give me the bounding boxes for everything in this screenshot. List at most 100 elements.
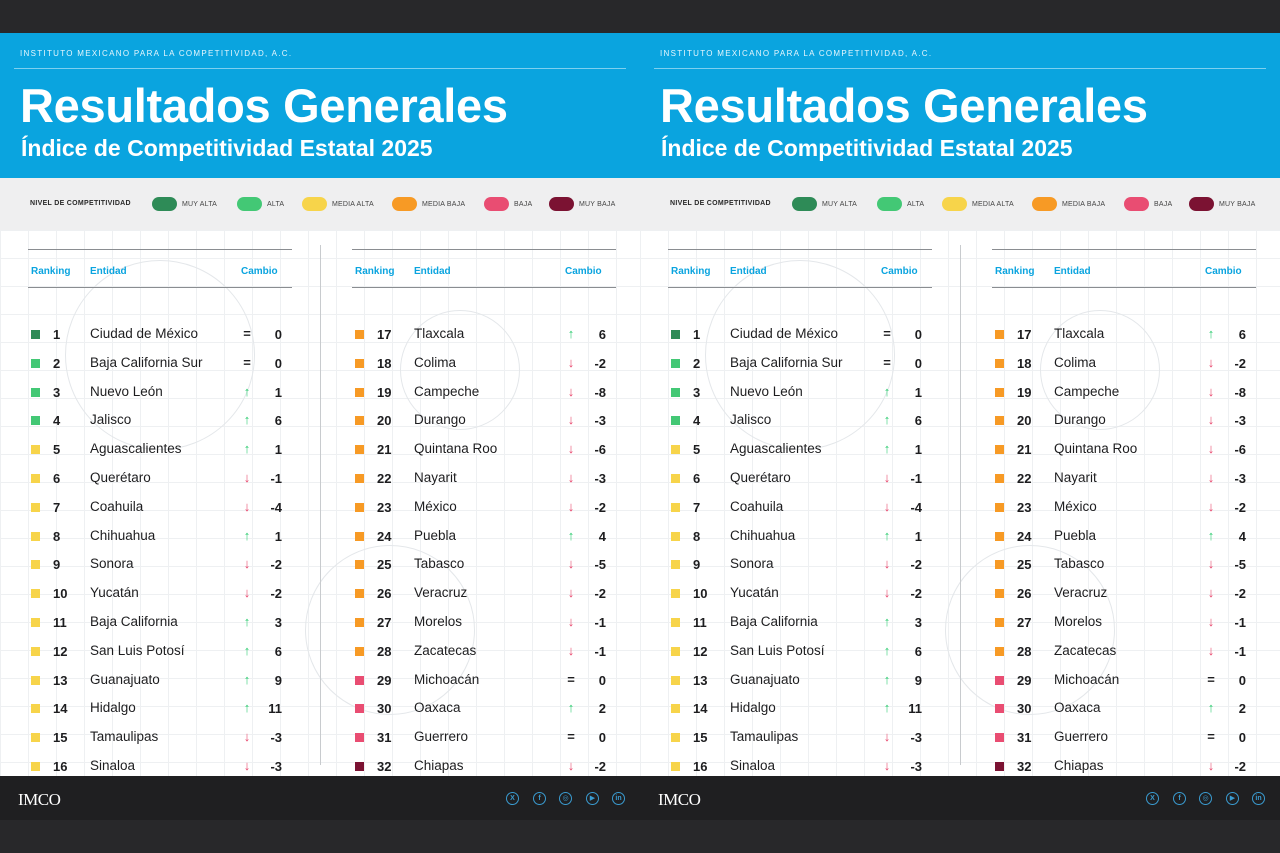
x-icon[interactable]: X (1146, 792, 1159, 805)
rank-change: -2 (910, 557, 922, 573)
rank-change: -2 (1234, 499, 1246, 515)
rank-number: 10 (53, 586, 68, 602)
linkedin-icon[interactable]: in (1252, 792, 1265, 805)
level-swatch (995, 704, 1004, 714)
youtube-icon[interactable]: ▶ (586, 792, 599, 805)
page-subtitle: Índice de Competitividad Estatal 2025 (661, 135, 1073, 161)
legend-label: NIVEL DE COMPETITIVIDAD (670, 200, 771, 207)
arrow-down-icon: ↓ (567, 441, 575, 457)
state-name: Baja California Sur (730, 354, 843, 370)
arrow-up-icon: ↑ (243, 412, 251, 428)
state-name: Veracruz (414, 585, 468, 601)
level-swatch (995, 560, 1004, 570)
rank-number: 15 (693, 730, 708, 746)
legend-item: BAJA (1124, 197, 1172, 211)
arrow-up-icon: ↑ (1207, 527, 1215, 543)
table-row: 20 Durango ↓ -3 (352, 407, 616, 435)
arrow-down-icon: ↓ (883, 470, 891, 485)
facebook-icon[interactable]: f (1173, 792, 1186, 805)
rank-change: 11 (908, 701, 922, 717)
rank-change: 1 (274, 442, 282, 458)
arrow-up-icon: ↑ (243, 441, 251, 457)
level-swatch (671, 502, 680, 512)
state-name: Hidalgo (90, 700, 136, 716)
state-name: Sinaloa (90, 758, 136, 773)
rank-number: 17 (377, 327, 392, 342)
state-name: Morelos (414, 614, 463, 629)
rank-number: 27 (377, 615, 392, 630)
rank-number: 12 (693, 643, 708, 659)
level-swatch (995, 762, 1004, 771)
table-row: 31 Guerrero = 0 (992, 724, 1256, 752)
table-row: 8 Chihuahua ↑ 1 (668, 523, 932, 551)
table-row: 29 Michoacán = 0 (352, 667, 616, 695)
rank-number: 2 (53, 355, 61, 371)
arrow-down-icon: ↓ (1207, 412, 1215, 428)
state-name: Sinaloa (730, 758, 776, 773)
rank-change: -1 (910, 471, 922, 486)
legend-item-label: MUY BAJA (1219, 200, 1256, 208)
column-top-rule (668, 249, 932, 250)
level-swatch (31, 733, 40, 743)
arrow-down-icon: ↓ (243, 585, 251, 601)
header-entidad: Entidad (1054, 266, 1091, 277)
level-swatch (355, 358, 364, 368)
column-divider (320, 245, 321, 765)
rank-change: -2 (594, 355, 606, 371)
state-name: Hidalgo (730, 700, 776, 716)
legend-item-label: ALTA (907, 200, 925, 208)
legend-item: MUY BAJA (1189, 197, 1255, 211)
legend-item: MUY ALTA (152, 197, 217, 211)
level-swatch (355, 474, 364, 483)
arrow-up-icon: ↑ (883, 700, 891, 716)
rank-number: 22 (377, 471, 392, 486)
level-swatch (355, 445, 364, 455)
header-entidad: Entidad (730, 266, 767, 277)
state-name: Oaxaca (414, 700, 461, 716)
state-name: Campeche (414, 383, 480, 399)
level-swatch (671, 560, 680, 570)
legend-item: MEDIA BAJA (1032, 197, 1105, 211)
header-banner: INSTITUTO MEXICANO PARA LA COMPETITIVIDA… (0, 33, 640, 178)
level-swatch (355, 733, 364, 743)
instagram-icon[interactable]: ◎ (1199, 792, 1212, 805)
rank-number: 27 (1017, 615, 1032, 630)
level-swatch (31, 589, 40, 599)
header-banner: INSTITUTO MEXICANO PARA LA COMPETITIVIDA… (640, 33, 1280, 178)
arrow-up-icon: ↑ (567, 700, 575, 716)
page-title: Resultados Generales (660, 79, 1148, 132)
x-icon[interactable]: X (506, 792, 519, 805)
state-name: Querétaro (730, 470, 791, 485)
instagram-icon[interactable]: ◎ (559, 792, 572, 805)
state-name: Veracruz (1054, 585, 1108, 601)
table-row: 17 Tlaxcala ↑ 6 (352, 321, 616, 349)
legend-item: MUY BAJA (549, 197, 615, 211)
rank-number: 20 (377, 413, 392, 429)
rank-change: 6 (274, 413, 282, 429)
rank-number: 6 (693, 471, 701, 486)
infographic-panel-right: INSTITUTO MEXICANO PARA LA COMPETITIVIDA… (640, 33, 1280, 820)
column-top-rule (992, 249, 1256, 250)
facebook-icon[interactable]: f (533, 792, 546, 805)
linkedin-icon[interactable]: in (612, 792, 625, 805)
legend-swatch (392, 197, 417, 211)
table-row: 6 Querétaro ↓ -1 (28, 465, 292, 493)
rank-number: 10 (693, 586, 708, 602)
level-swatch (355, 762, 364, 771)
youtube-icon[interactable]: ▶ (1226, 792, 1239, 805)
legend-swatch (877, 197, 902, 211)
level-swatch (995, 416, 1004, 426)
state-name: Tabasco (1054, 556, 1105, 572)
level-swatch (671, 646, 680, 656)
rank-change: 4 (598, 528, 606, 544)
level-swatch (995, 502, 1004, 512)
arrow-up-icon: ↑ (883, 614, 891, 629)
level-swatch (995, 358, 1004, 368)
table-row: 29 Michoacán = 0 (992, 667, 1256, 695)
table-row: 24 Puebla ↑ 4 (352, 523, 616, 551)
institute-name: INSTITUTO MEXICANO PARA LA COMPETITIVIDA… (660, 49, 933, 58)
arrow-up-icon: ↑ (243, 614, 251, 629)
rank-change: -2 (594, 586, 606, 602)
rank-number: 6 (53, 471, 61, 486)
state-name: Zacatecas (1054, 642, 1117, 658)
